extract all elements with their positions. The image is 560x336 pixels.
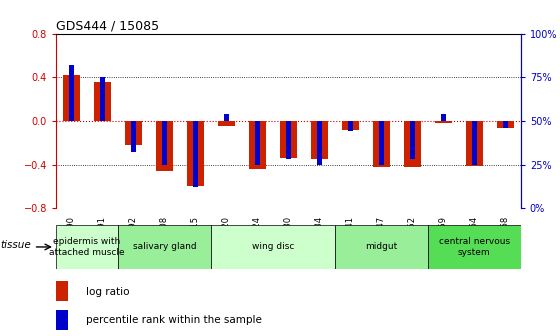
Bar	[249, 121, 266, 169]
Bar	[162, 121, 167, 165]
Text: GDS444 / 15085: GDS444 / 15085	[56, 19, 159, 33]
Text: wing disc: wing disc	[251, 243, 294, 251]
Bar	[218, 121, 235, 126]
Bar	[100, 77, 105, 121]
Bar	[441, 114, 446, 121]
Bar	[56, 310, 68, 330]
Bar	[223, 114, 229, 121]
Bar	[193, 121, 198, 187]
Text: tissue: tissue	[0, 240, 31, 250]
Bar	[156, 121, 173, 171]
FancyBboxPatch shape	[428, 225, 521, 269]
Bar	[404, 121, 421, 167]
Text: midgut: midgut	[365, 243, 398, 251]
Bar	[435, 121, 452, 123]
Text: central nervous
system: central nervous system	[438, 237, 510, 257]
Bar	[69, 65, 74, 121]
Bar	[94, 82, 111, 121]
Bar	[472, 121, 477, 165]
FancyBboxPatch shape	[335, 225, 428, 269]
Bar	[409, 121, 415, 159]
Bar	[63, 75, 80, 121]
Bar	[125, 121, 142, 145]
Bar	[286, 121, 291, 159]
Bar	[187, 121, 204, 186]
Text: log ratio: log ratio	[86, 287, 130, 296]
Bar	[373, 121, 390, 167]
FancyBboxPatch shape	[56, 225, 118, 269]
Bar	[502, 121, 508, 128]
Bar	[311, 121, 328, 159]
Bar	[130, 121, 136, 153]
Bar	[348, 121, 353, 131]
Text: salivary gland: salivary gland	[133, 243, 196, 251]
Text: epidermis with
attached muscle: epidermis with attached muscle	[49, 237, 125, 257]
Bar	[379, 121, 384, 165]
Bar	[255, 121, 260, 165]
FancyBboxPatch shape	[211, 225, 335, 269]
Bar	[342, 121, 359, 130]
Bar	[56, 281, 68, 301]
Text: percentile rank within the sample: percentile rank within the sample	[86, 315, 262, 325]
Bar	[466, 121, 483, 166]
Bar	[497, 121, 514, 127]
Bar	[316, 121, 322, 165]
Bar	[280, 121, 297, 158]
FancyBboxPatch shape	[118, 225, 211, 269]
